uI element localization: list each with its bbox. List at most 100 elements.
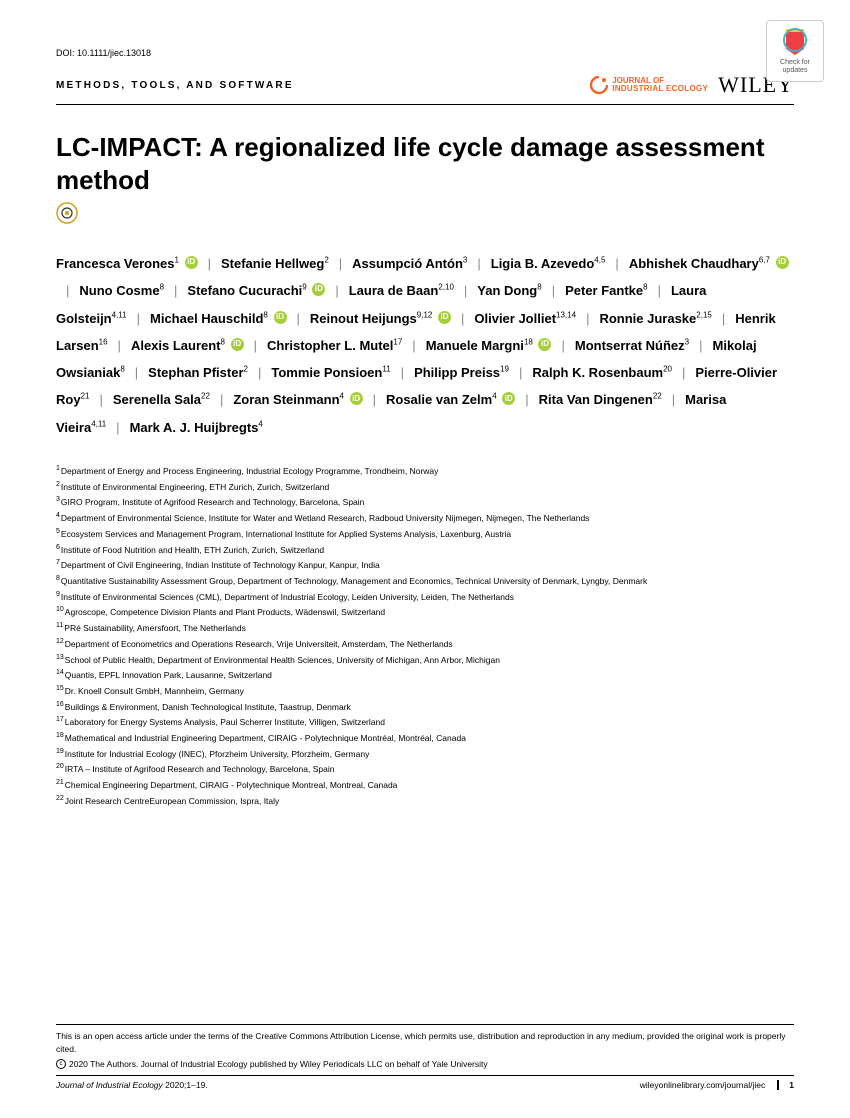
author-separator: | (137, 311, 140, 326)
author: Olivier Jolliet13,14 (474, 311, 576, 326)
orcid-icon[interactable]: iD (776, 256, 789, 269)
author: Francesca Verones1 iD (56, 256, 198, 271)
author-separator: | (658, 283, 661, 298)
author: Tommie Ponsioen11 (271, 365, 390, 380)
orcid-icon[interactable]: iD (185, 256, 198, 269)
author-separator: | (561, 338, 564, 353)
author: Christopher L. Mutel17 (267, 338, 402, 353)
author-list: Francesca Verones1 iD | Stefanie Hellweg2 |… (56, 250, 794, 441)
author: Michael Hauschild8 iD (150, 311, 287, 326)
affiliation: 10Agroscope, Competence Division Plants … (56, 604, 794, 620)
copyright-text: 2020 The Authors. Journal of Industrial … (69, 1059, 488, 1069)
author-separator: | (297, 311, 300, 326)
page-number: 1 (777, 1080, 794, 1090)
orcid-icon[interactable]: iD (312, 283, 325, 296)
journal-swirl-icon (590, 76, 608, 94)
article-title: LC-IMPACT: A regionalized life cycle dam… (56, 131, 794, 224)
author: Reinout Heijungs9,12 iD (310, 311, 451, 326)
author: Ligia B. Azevedo4,5 (491, 256, 606, 271)
author: Laura de Baan2,10 (349, 283, 454, 298)
affiliation: 22Joint Research CentreEuropean Commissi… (56, 793, 794, 809)
orcid-icon[interactable]: iD (274, 311, 287, 324)
affiliation: 14Quantis, EPFL Innovation Park, Lausann… (56, 667, 794, 683)
author-separator: | (258, 365, 261, 380)
author-separator: | (174, 283, 177, 298)
author-separator: | (135, 365, 138, 380)
author-separator: | (461, 311, 464, 326)
author-separator: | (99, 392, 102, 407)
orcid-icon[interactable]: iD (502, 392, 515, 405)
author: Ralph K. Rosenbaum20 (532, 365, 672, 380)
header-row: METHODS, TOOLS, AND SOFTWARE JOURNAL OF … (56, 72, 794, 105)
author-separator: | (552, 283, 555, 298)
journal-brand-bottom: INDUSTRIAL ECOLOGY (612, 85, 708, 93)
author-separator: | (412, 338, 415, 353)
author: Rosalie van Zelm4 iD (386, 392, 515, 407)
affiliation: 21Chemical Engineering Department, CIRAI… (56, 777, 794, 793)
footer-row: Journal of Industrial Ecology 2020;1–19.… (56, 1075, 794, 1090)
author-separator: | (220, 392, 223, 407)
affiliation: 5Ecosystem Services and Management Progr… (56, 526, 794, 542)
author: Rita Van Dingenen22 (539, 392, 662, 407)
doi-line: DOI: 10.1111/jiec.13018 (56, 48, 794, 58)
author: Abhishek Chaudhary6,7 iD (629, 256, 789, 271)
copyright-icon: c (56, 1059, 66, 1069)
author-separator: | (672, 392, 675, 407)
author: Serenella Sala22 (113, 392, 210, 407)
brand-block: JOURNAL OF INDUSTRIAL ECOLOGY WILEY (590, 72, 794, 98)
check-for-updates-badge[interactable]: Check for updates (766, 20, 824, 82)
affiliation-list: 1Department of Energy and Process Engine… (56, 463, 794, 808)
author-separator: | (586, 311, 589, 326)
author: Zoran Steinmann4 iD (233, 392, 362, 407)
affiliation: 9Institute of Environmental Sciences (CM… (56, 589, 794, 605)
affiliation: 16Buildings & Environment, Danish Techno… (56, 699, 794, 715)
affiliation: 12Department of Econometrics and Operati… (56, 636, 794, 652)
author-separator: | (722, 311, 725, 326)
openaccess-badge-icon (56, 202, 78, 224)
affiliation: 19Institute for Industrial Ecology (INEC… (56, 746, 794, 762)
author: Stefano Cucurachi9 iD (187, 283, 325, 298)
footer-citation: Journal of Industrial Ecology 2020;1–19. (56, 1080, 208, 1090)
affiliation: 17Laboratory for Energy Systems Analysis… (56, 714, 794, 730)
affiliation: 11PRé Sustainability, Amersfoort, The Ne… (56, 620, 794, 636)
author-separator: | (682, 365, 685, 380)
author: Manuele Margni18 iD (426, 338, 552, 353)
author-separator: | (699, 338, 702, 353)
footer-year-pages: 2020;1–19. (163, 1080, 208, 1090)
author-separator: | (339, 256, 342, 271)
author: Alexis Laurent8 iD (131, 338, 244, 353)
author-separator: | (401, 365, 404, 380)
author-separator: | (464, 283, 467, 298)
footer-link[interactable]: wileyonlinelibrary.com/journal/jiec (640, 1080, 766, 1090)
author-separator: | (335, 283, 338, 298)
author: Stefanie Hellweg2 (221, 256, 329, 271)
author: Mark A. J. Huijbregts4 (130, 420, 263, 435)
orcid-icon[interactable]: iD (231, 338, 244, 351)
affiliation: 2Institute of Environmental Engineering,… (56, 479, 794, 495)
affiliation: 18Mathematical and Industrial Engineerin… (56, 730, 794, 746)
footer-journal-name: Journal of Industrial Ecology (56, 1080, 163, 1090)
affiliation: 1Department of Energy and Process Engine… (56, 463, 794, 479)
affiliation: 3GIRO Program, Institute of Agrifood Res… (56, 494, 794, 510)
orcid-icon[interactable]: iD (538, 338, 551, 351)
affiliation: 4Department of Environmental Science, In… (56, 510, 794, 526)
affiliation: 20IRTA – Institute of Agrifood Research … (56, 761, 794, 777)
author: Nuno Cosme8 (79, 283, 164, 298)
copyright-line: c 2020 The Authors. Journal of Industria… (56, 1059, 794, 1069)
orcid-icon[interactable]: iD (438, 311, 451, 324)
author-separator: | (208, 256, 211, 271)
author-separator: | (519, 365, 522, 380)
affiliation: 6Institute of Food Nutrition and Health,… (56, 542, 794, 558)
orcid-icon[interactable]: iD (350, 392, 363, 405)
journal-brand: JOURNAL OF INDUSTRIAL ECOLOGY (590, 76, 708, 94)
affiliation: 15Dr. Knoell Consult GmbH, Mannheim, Ger… (56, 683, 794, 699)
author-separator: | (116, 420, 119, 435)
author: Montserrat Núñez3 (575, 338, 689, 353)
author: Stephan Pfister2 (148, 365, 248, 380)
author-separator: | (525, 392, 528, 407)
author: Assumpció Antón3 (352, 256, 467, 271)
affiliation: 13School of Public Health, Department of… (56, 652, 794, 668)
author-separator: | (254, 338, 257, 353)
author-separator: | (118, 338, 121, 353)
author: Peter Fantke8 (565, 283, 648, 298)
